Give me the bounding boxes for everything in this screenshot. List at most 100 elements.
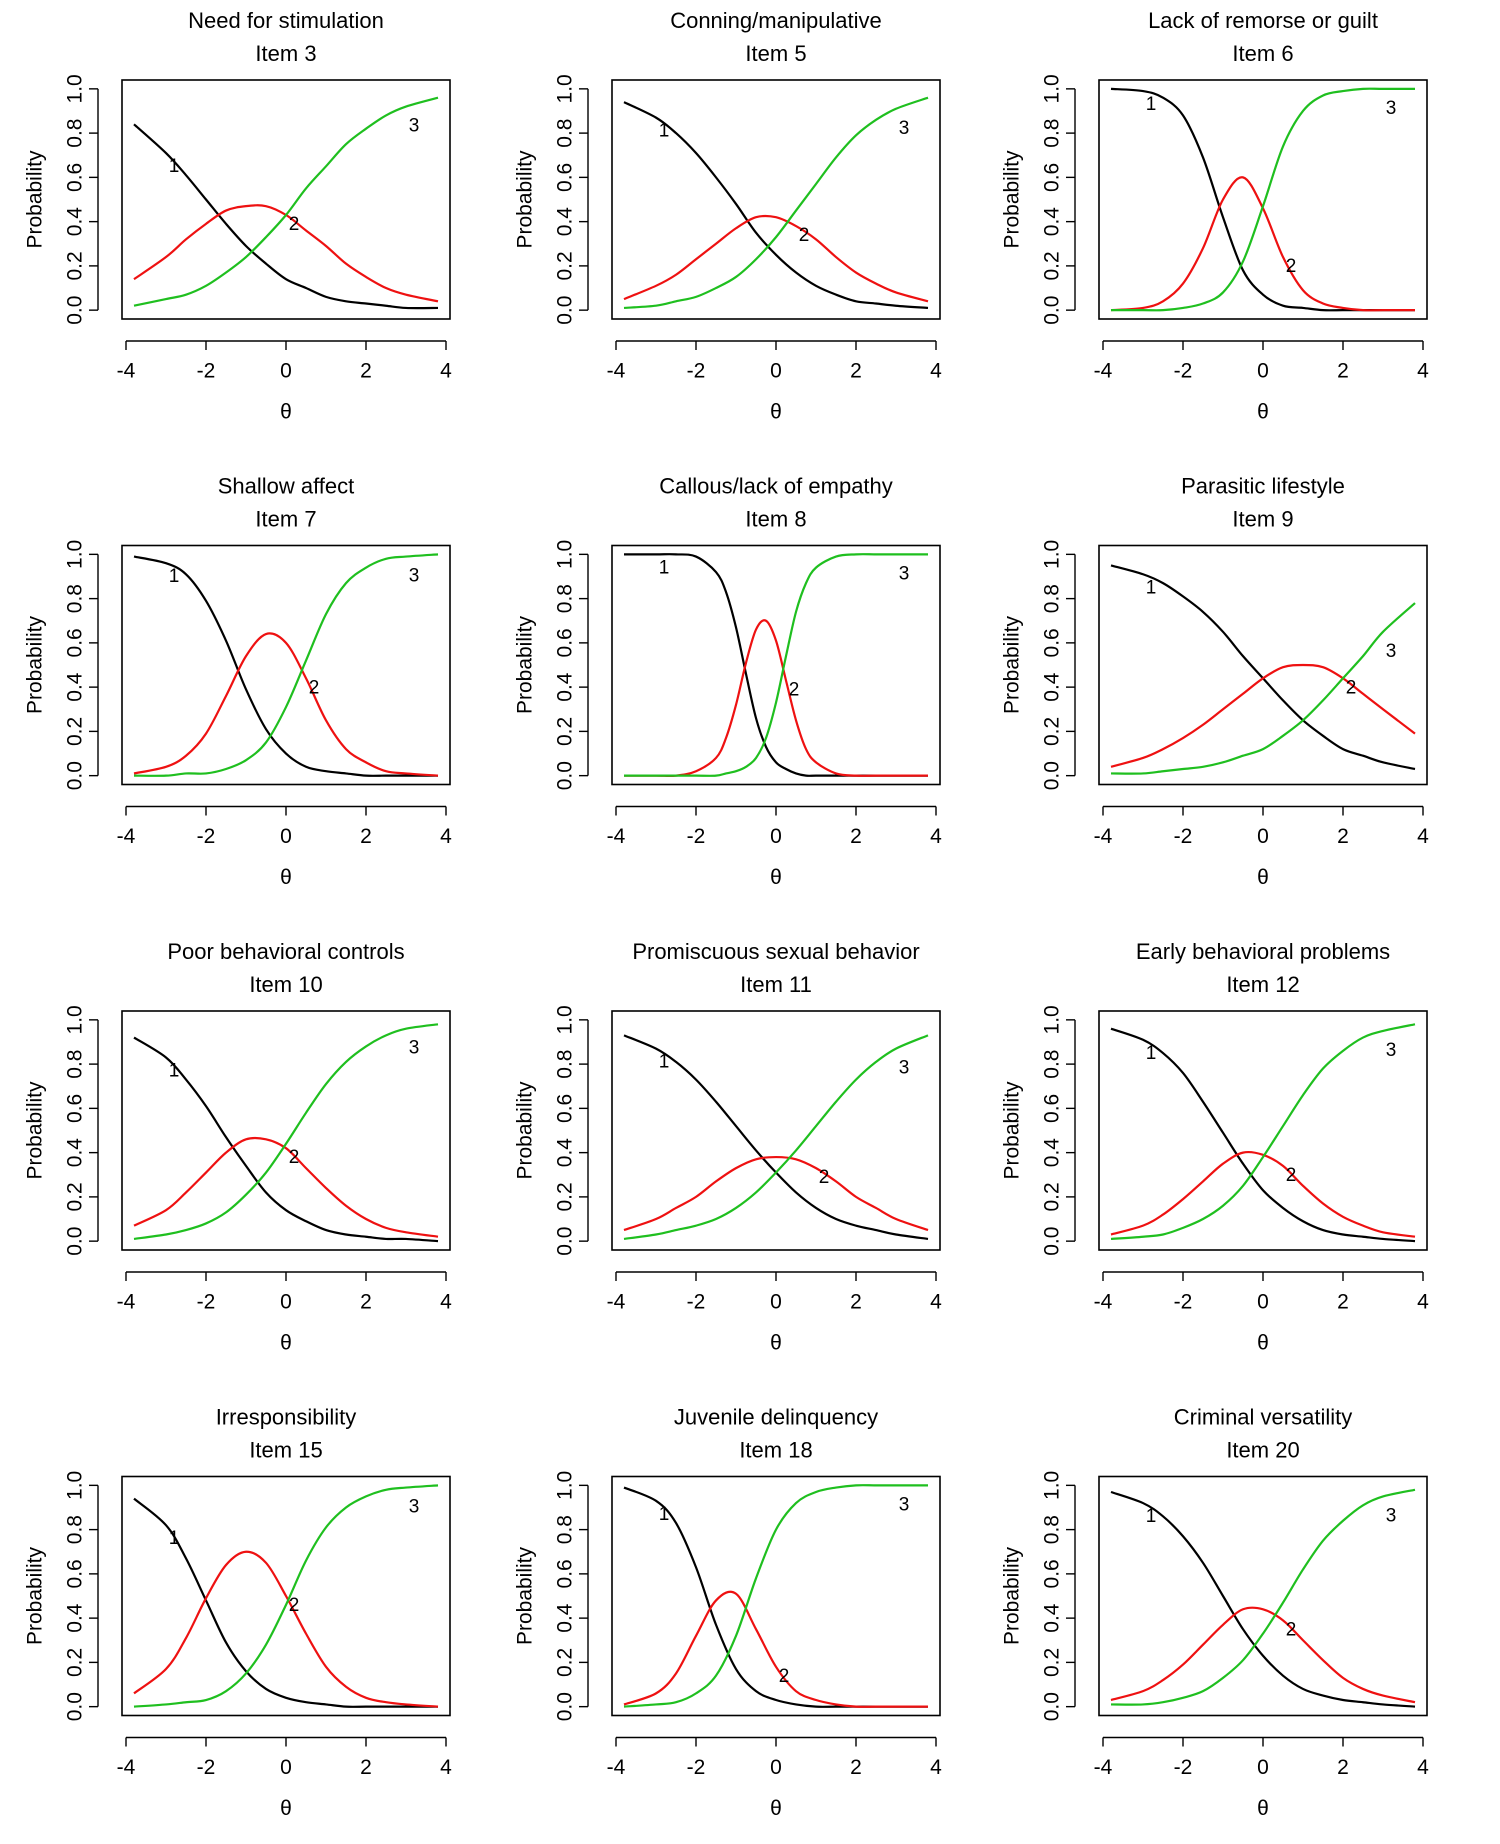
y-tick-label: 0.0 [554,296,577,325]
y-tick-label: 0.2 [64,1648,87,1677]
x-tick-label: -4 [1094,825,1113,848]
panel: Conning/manipulative Item 5 -4 -2 0 2 4 θ 0.0 0.2… [514,8,943,424]
chart-title: Juvenile delinquency [674,1404,878,1429]
curve-label: 2 [1346,677,1357,698]
y-tick-label: 1.0 [1041,540,1064,569]
panel: Lack of remorse or guilt Item 6 -4 -2 0 2 4 θ 0.… [1001,8,1430,424]
probability-curve [624,553,928,777]
probability-curve [623,1590,928,1708]
y-tick-label: 0.2 [554,1648,577,1677]
y-axis-label: Probability [24,615,47,714]
curve-label: 1 [1146,94,1157,115]
y-tick-label: 0.0 [1041,1227,1064,1256]
probability-curve [623,1484,928,1708]
chart-subtitle: Item 3 [255,41,316,66]
x-tick-label: -2 [197,360,216,383]
chart-subtitle: Item 18 [739,1437,812,1462]
x-tick-label: -4 [117,825,136,848]
x-tick-label: 0 [770,1756,782,1779]
x-tick-label: 0 [1257,360,1269,383]
x-tick-label: -2 [1174,1291,1193,1314]
y-tick-label: 0.0 [64,296,87,325]
curve-label: 3 [1386,98,1397,119]
probability-curve [133,555,438,777]
y-tick-label: 0.4 [1041,672,1064,702]
y-tick-label: 0.8 [1041,584,1064,613]
y-axis-label: Probability [514,1546,537,1645]
y-tick-label: 0.4 [1041,1603,1064,1633]
curve-label: 2 [309,677,320,698]
y-axis-label: Probability [1001,150,1024,249]
curve-label: 1 [169,156,180,177]
chart-title: Need for stimulation [188,8,384,33]
x-tick-label: -2 [197,825,216,848]
y-tick-label: 0.4 [64,1138,87,1168]
plot-box [611,544,941,786]
x-tick-label: -4 [1094,1291,1113,1314]
y-tick-label: 0.6 [554,1559,577,1588]
x-tick-label: 4 [440,1756,452,1779]
plot-box [1098,1475,1428,1717]
plot-box [121,79,451,320]
curve-label: 1 [169,1060,180,1081]
probability-curve [623,619,928,778]
y-tick-label: 0.4 [554,1138,577,1168]
curve-label: 2 [289,1147,300,1168]
plot-box [611,1475,941,1717]
probability-curve [133,1023,439,1241]
x-tick-label: 0 [280,1756,292,1779]
x-tick-label: 2 [850,1291,862,1314]
y-axis-label: Probability [514,1081,537,1180]
x-tick-label: -2 [1174,1756,1193,1779]
probability-curve [133,96,439,307]
curve-label: 1 [659,1504,670,1525]
plot-box [1098,1010,1428,1251]
y-tick-label: 1.0 [64,74,87,103]
y-tick-label: 0.2 [1041,1648,1064,1677]
panel: Juvenile delinquency Item 18 -4 -2 0 2 4 θ 0.0 0.… [514,1404,943,1820]
y-tick-label: 1.0 [1041,1471,1064,1500]
probability-curve [133,1136,439,1238]
probability-curve [1110,1150,1416,1238]
y-tick-label: 0.6 [64,1094,87,1123]
curve-label: 3 [1386,641,1397,662]
y-tick-label: 1.0 [64,1005,87,1034]
panel: Parasitic lifestyle Item 9 -4 -2 0 2 4 θ 0.0 0.2 0… [1001,473,1430,889]
panel: Early behavioral problems Item 12 -4 -2 0 2 4 θ… [1001,939,1430,1355]
y-tick-label: 1.0 [554,540,577,569]
y-tick-label: 0.4 [64,672,87,702]
curve-label: 1 [659,557,670,578]
chart-subtitle: Item 7 [255,506,316,531]
x-axis-label: θ [1257,1332,1269,1355]
y-tick-label: 0.6 [1041,1094,1064,1123]
x-tick-label: 4 [1417,825,1429,848]
curve-label: 3 [899,1058,910,1079]
y-axis-label: Probability [24,150,47,249]
x-axis-label: θ [770,401,782,424]
y-tick-label: 0.2 [64,1182,87,1211]
curve-label: 3 [1386,1040,1397,1061]
y-tick-label: 0.6 [1041,1559,1064,1588]
x-tick-label: 0 [770,360,782,383]
probability-curve [623,553,928,777]
chart-subtitle: Item 11 [740,972,812,997]
x-tick-label: -4 [607,1756,626,1779]
curve-label: 1 [1146,1043,1157,1064]
x-tick-label: -4 [607,825,626,848]
y-tick-label: 0.0 [64,1692,87,1721]
x-tick-label: -2 [687,1756,706,1779]
x-tick-label: 0 [280,1291,292,1314]
probability-curve [133,204,439,303]
chart-title: Parasitic lifestyle [1181,473,1345,498]
curve-label: 3 [409,116,420,137]
x-axis-label: θ [770,1332,782,1355]
x-tick-label: 4 [1417,1756,1429,1779]
y-tick-label: 0.2 [1041,1182,1064,1211]
y-tick-label: 0.8 [64,119,87,148]
curve-label: 1 [1146,1506,1157,1527]
y-tick-label: 0.8 [554,1050,577,1079]
y-tick-label: 1.0 [554,74,577,103]
y-tick-label: 0.4 [1041,1138,1064,1168]
plot-box [121,1010,451,1251]
